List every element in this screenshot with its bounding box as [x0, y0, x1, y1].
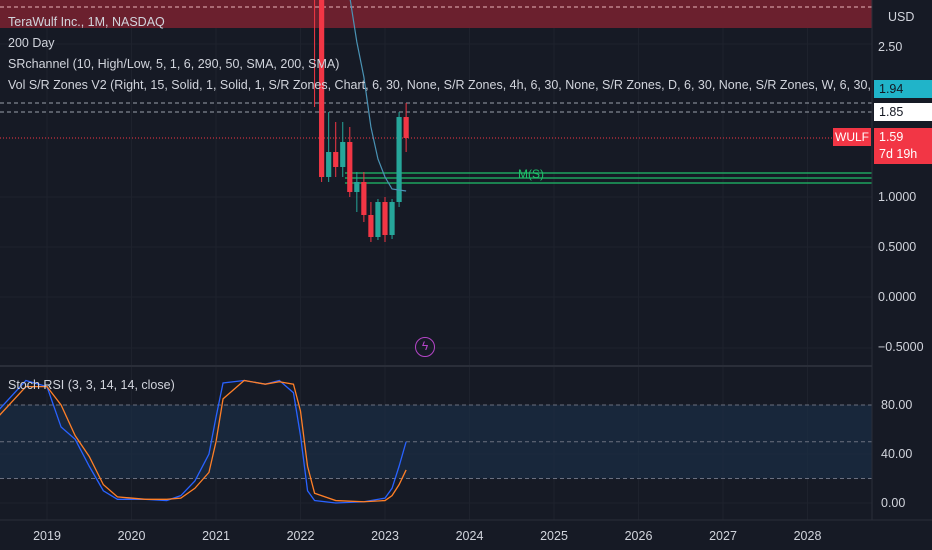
candlestick-series	[314, 0, 409, 242]
price-tick-label: 1.0000	[878, 190, 916, 204]
candle-body	[375, 202, 381, 237]
time-tick-label: 2019	[33, 529, 61, 543]
time-tick-label: 2027	[709, 529, 737, 543]
indicator-200-day[interactable]: 200 Day	[8, 36, 55, 50]
symbol-badge[interactable]: WULF	[833, 128, 871, 146]
currency-label: USD	[888, 10, 914, 24]
oscillator-tick-label: 40.00	[881, 447, 912, 461]
indicator-vol-sr-zones[interactable]: Vol S/R Zones V2 (Right, 15, Solid, 1, S…	[8, 78, 876, 92]
resistance-zone	[0, 0, 872, 28]
oscillator-tick-label: 80.00	[881, 398, 912, 412]
moving-average-line	[349, 0, 407, 192]
stoch-rsi-series	[0, 379, 407, 504]
lightning-icon[interactable]: ϟ	[415, 337, 435, 357]
stoch-k-line	[0, 379, 407, 504]
oscillator-tick-label: 0.00	[881, 496, 905, 510]
time-axis[interactable]: 2019 2020 2021 2022 2023 2024 2025 2026 2027 2028	[33, 529, 821, 543]
price-axis[interactable]: 2.50 1.0000 0.5000 0.0000 −0.5000	[878, 40, 924, 354]
price-tick-label: 2.50	[878, 40, 902, 54]
time-tick-label: 2021	[202, 529, 230, 543]
symbol-title[interactable]: TeraWulf Inc., 1M, NASDAQ	[8, 15, 165, 29]
time-tick-label: 2020	[118, 529, 146, 543]
candle-body	[403, 117, 409, 138]
price-badge-white: 1.85	[874, 103, 932, 121]
candle-body	[389, 202, 395, 235]
time-tick-label: 2025	[540, 529, 568, 543]
candle-body	[382, 202, 388, 235]
last-price-badge: 1.59 7d 19h	[874, 128, 932, 164]
moving-average-series	[349, 0, 407, 192]
price-tick-label: −0.5000	[878, 340, 924, 354]
candle-body	[333, 152, 339, 167]
time-tick-label: 2023	[371, 529, 399, 543]
indicator-srchannel[interactable]: SRchannel (10, High/Low, 5, 1, 6, 290, 5…	[8, 57, 340, 71]
candle-body	[340, 142, 346, 167]
time-tick-label: 2022	[287, 529, 315, 543]
candle-body	[326, 152, 332, 177]
time-tick-label: 2028	[794, 529, 822, 543]
oscillator-axis[interactable]: 80.00 40.00 0.00	[881, 398, 912, 510]
price-tick-label: 0.5000	[878, 240, 916, 254]
price-level-lines	[0, 102, 872, 479]
zone-label: M(S)	[518, 167, 544, 181]
time-tick-label: 2026	[625, 529, 653, 543]
support-zone-lines	[345, 172, 872, 184]
candle-body	[354, 182, 360, 192]
stoch-rsi-title[interactable]: Stoch RSI (3, 3, 14, 14, close)	[8, 378, 175, 392]
candle-body	[368, 215, 374, 237]
candle-body	[396, 117, 402, 202]
candle-body	[347, 142, 353, 192]
time-tick-label: 2024	[456, 529, 484, 543]
price-badge-cyan: 1.94	[874, 80, 932, 98]
bar-countdown: 7d 19h	[879, 147, 918, 161]
candle-body	[361, 182, 367, 215]
candle-body	[319, 0, 325, 177]
stoch-d-line	[0, 379, 407, 503]
last-price-value: 1.59	[879, 130, 904, 144]
price-tick-label: 0.0000	[878, 290, 916, 304]
